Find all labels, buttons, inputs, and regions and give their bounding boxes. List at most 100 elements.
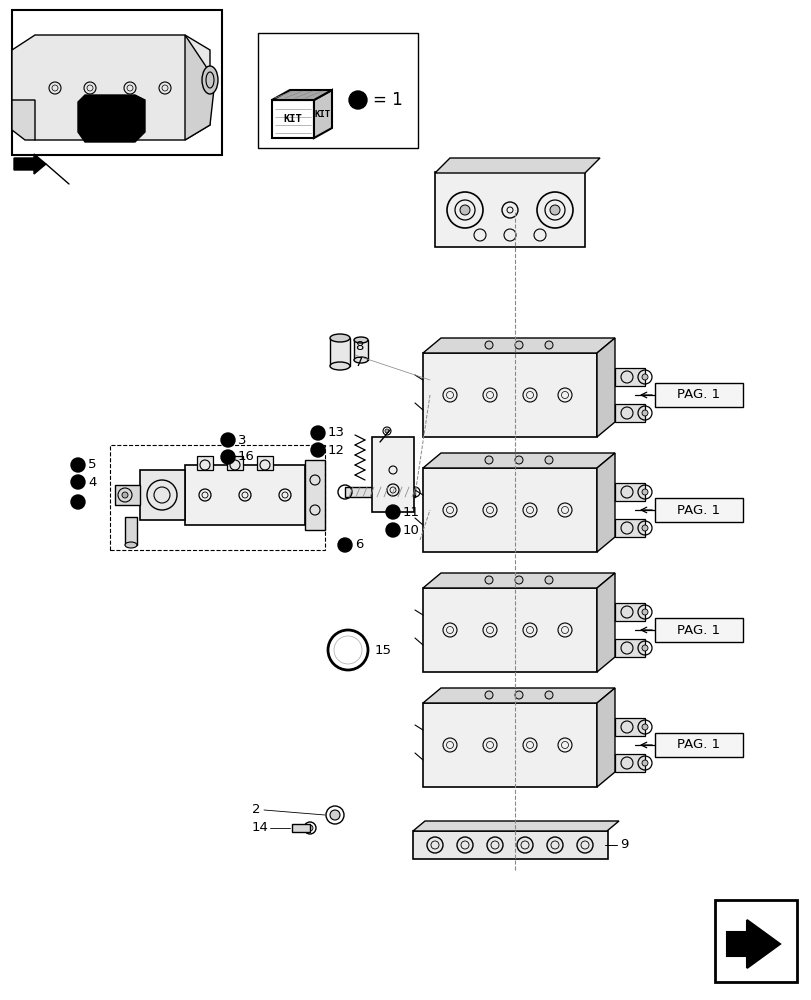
Bar	[371, 437, 414, 512]
Circle shape	[642, 609, 647, 615]
Bar	[654, 733, 742, 757]
Text: PAG. 1: PAG. 1	[676, 738, 719, 752]
Ellipse shape	[329, 334, 350, 342]
Text: 7: 7	[354, 356, 363, 368]
Circle shape	[642, 760, 647, 766]
Bar	[258, 33, 418, 148]
Circle shape	[307, 825, 312, 831]
Bar	[272, 100, 314, 138]
Circle shape	[642, 645, 647, 651]
Bar	[714, 900, 796, 982]
Polygon shape	[78, 95, 145, 142]
Polygon shape	[596, 573, 614, 672]
Polygon shape	[14, 154, 46, 174]
Bar	[354, 340, 367, 360]
Bar	[292, 824, 310, 832]
Text: 5: 5	[88, 458, 97, 472]
Bar	[329, 338, 350, 366]
Circle shape	[329, 810, 340, 820]
Circle shape	[122, 492, 128, 498]
Text: 6: 6	[354, 538, 363, 552]
Circle shape	[642, 410, 647, 416]
Bar	[125, 517, 137, 545]
Text: PAG. 1: PAG. 1	[676, 388, 719, 401]
Bar	[435, 172, 584, 247]
Bar	[614, 368, 644, 386]
Bar	[197, 456, 212, 470]
Bar	[654, 618, 742, 642]
Polygon shape	[12, 35, 210, 140]
Circle shape	[71, 495, 85, 509]
Text: 13: 13	[328, 426, 345, 440]
Text: KIT: KIT	[283, 114, 302, 124]
Circle shape	[544, 691, 552, 699]
Circle shape	[514, 341, 522, 349]
Circle shape	[544, 341, 552, 349]
Circle shape	[484, 576, 492, 584]
Circle shape	[385, 523, 400, 537]
Bar	[614, 603, 644, 621]
Polygon shape	[435, 158, 599, 173]
Text: 2: 2	[251, 803, 260, 816]
Circle shape	[514, 576, 522, 584]
Text: PAG. 1: PAG. 1	[676, 504, 719, 516]
Text: PAG. 1: PAG. 1	[676, 624, 719, 636]
Circle shape	[385, 505, 400, 519]
Text: 4: 4	[88, 476, 97, 488]
Text: 14: 14	[251, 821, 268, 834]
Polygon shape	[185, 35, 215, 140]
Bar	[109, 445, 324, 550]
Circle shape	[642, 724, 647, 730]
Polygon shape	[423, 338, 614, 353]
Text: 15: 15	[375, 644, 392, 656]
Bar	[614, 404, 644, 422]
Polygon shape	[596, 453, 614, 552]
Text: 12: 12	[328, 444, 345, 456]
Bar	[614, 483, 644, 501]
Bar	[227, 456, 242, 470]
Polygon shape	[423, 468, 596, 552]
Circle shape	[642, 525, 647, 531]
Bar	[345, 487, 414, 497]
Circle shape	[311, 443, 324, 457]
Polygon shape	[314, 90, 332, 138]
Text: = 1: = 1	[372, 91, 402, 109]
Circle shape	[484, 341, 492, 349]
Circle shape	[311, 426, 324, 440]
Bar	[12, 10, 221, 155]
Circle shape	[221, 433, 234, 447]
Circle shape	[549, 205, 560, 215]
Polygon shape	[423, 688, 614, 703]
Text: 8: 8	[354, 340, 363, 354]
Text: 16: 16	[238, 450, 255, 464]
Ellipse shape	[354, 337, 367, 343]
Circle shape	[514, 456, 522, 464]
Polygon shape	[423, 703, 596, 787]
Bar	[614, 718, 644, 736]
Bar	[257, 456, 272, 470]
Polygon shape	[423, 353, 596, 437]
Bar	[614, 754, 644, 772]
Polygon shape	[423, 573, 614, 588]
Circle shape	[349, 91, 367, 109]
Polygon shape	[272, 90, 332, 100]
Ellipse shape	[329, 362, 350, 370]
Circle shape	[514, 691, 522, 699]
Circle shape	[221, 450, 234, 464]
Circle shape	[384, 429, 388, 433]
Circle shape	[642, 489, 647, 495]
Text: 9: 9	[620, 838, 628, 851]
Circle shape	[337, 538, 351, 552]
Circle shape	[71, 475, 85, 489]
Bar	[139, 470, 185, 520]
Circle shape	[484, 691, 492, 699]
Circle shape	[642, 374, 647, 380]
Circle shape	[484, 456, 492, 464]
Bar	[115, 485, 139, 505]
Bar	[654, 383, 742, 407]
Polygon shape	[596, 688, 614, 787]
Polygon shape	[12, 100, 35, 140]
Text: KIT: KIT	[315, 110, 331, 119]
Circle shape	[71, 458, 85, 472]
Text: 10: 10	[402, 524, 419, 536]
